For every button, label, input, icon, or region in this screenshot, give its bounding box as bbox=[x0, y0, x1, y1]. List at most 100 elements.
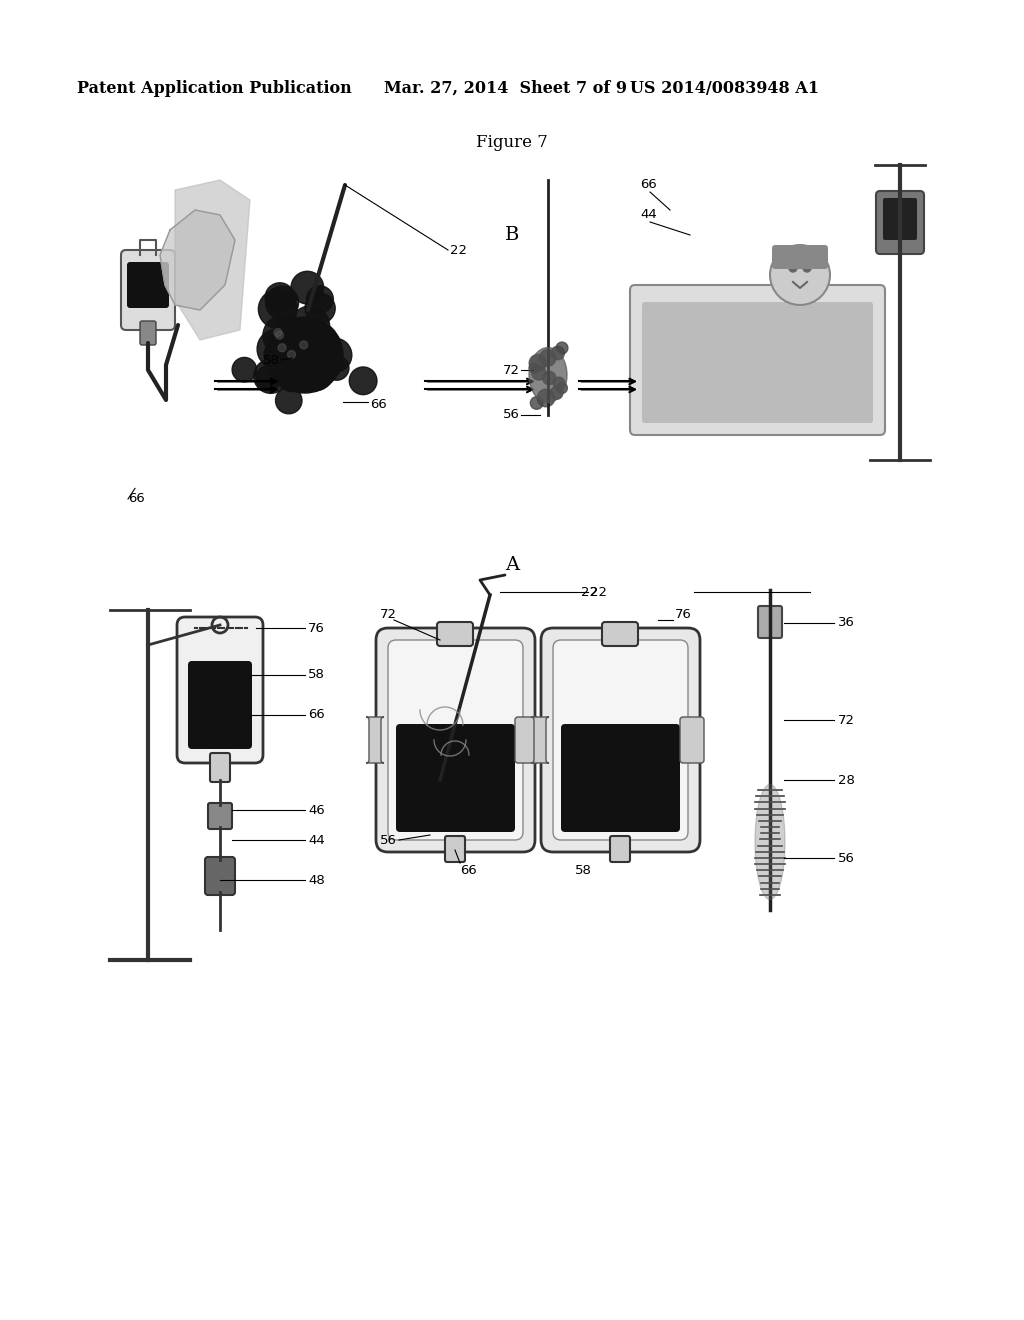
Circle shape bbox=[275, 351, 299, 375]
Text: 56: 56 bbox=[380, 833, 397, 846]
Circle shape bbox=[553, 378, 565, 389]
Circle shape bbox=[275, 315, 303, 343]
Ellipse shape bbox=[529, 347, 567, 403]
Circle shape bbox=[273, 329, 282, 337]
Circle shape bbox=[529, 363, 539, 374]
FancyBboxPatch shape bbox=[772, 246, 828, 269]
FancyBboxPatch shape bbox=[680, 717, 705, 763]
Text: 66: 66 bbox=[370, 399, 387, 412]
Text: 36: 36 bbox=[838, 616, 855, 630]
Circle shape bbox=[296, 352, 334, 391]
FancyBboxPatch shape bbox=[177, 616, 263, 763]
Text: A: A bbox=[505, 556, 519, 574]
Text: 44: 44 bbox=[640, 209, 656, 222]
FancyBboxPatch shape bbox=[127, 261, 169, 308]
Circle shape bbox=[278, 362, 306, 392]
Circle shape bbox=[770, 246, 830, 305]
Circle shape bbox=[543, 371, 556, 384]
Circle shape bbox=[272, 330, 308, 367]
Text: B: B bbox=[505, 226, 519, 244]
Circle shape bbox=[271, 346, 305, 380]
Circle shape bbox=[281, 339, 313, 372]
Text: 22: 22 bbox=[590, 586, 607, 598]
Circle shape bbox=[790, 264, 797, 272]
FancyBboxPatch shape bbox=[758, 606, 782, 638]
Circle shape bbox=[551, 346, 564, 360]
Text: Patent Application Publication: Patent Application Publication bbox=[77, 81, 351, 96]
FancyBboxPatch shape bbox=[210, 752, 230, 781]
FancyBboxPatch shape bbox=[553, 640, 688, 840]
Circle shape bbox=[550, 387, 563, 400]
Text: 58: 58 bbox=[308, 668, 325, 681]
Circle shape bbox=[258, 290, 297, 329]
Circle shape bbox=[300, 341, 308, 348]
Circle shape bbox=[556, 342, 568, 354]
Circle shape bbox=[288, 351, 296, 359]
Text: Figure 7: Figure 7 bbox=[476, 135, 548, 150]
Text: Mar. 27, 2014  Sheet 7 of 9: Mar. 27, 2014 Sheet 7 of 9 bbox=[384, 81, 627, 96]
Circle shape bbox=[275, 331, 284, 339]
Circle shape bbox=[529, 355, 546, 371]
Text: 66: 66 bbox=[640, 178, 656, 191]
FancyBboxPatch shape bbox=[642, 302, 873, 422]
Polygon shape bbox=[175, 180, 250, 341]
Circle shape bbox=[294, 322, 332, 360]
Circle shape bbox=[540, 350, 556, 366]
Text: 46: 46 bbox=[308, 804, 325, 817]
FancyBboxPatch shape bbox=[205, 857, 234, 895]
Circle shape bbox=[265, 286, 299, 319]
FancyBboxPatch shape bbox=[208, 803, 232, 829]
FancyBboxPatch shape bbox=[602, 622, 638, 645]
Ellipse shape bbox=[755, 784, 785, 899]
Circle shape bbox=[531, 366, 546, 380]
Circle shape bbox=[291, 272, 324, 304]
FancyBboxPatch shape bbox=[121, 249, 175, 330]
Circle shape bbox=[556, 383, 567, 393]
Text: 72: 72 bbox=[380, 609, 397, 622]
Text: US 2014/0083948 A1: US 2014/0083948 A1 bbox=[630, 81, 819, 96]
Text: 66: 66 bbox=[460, 863, 477, 876]
Circle shape bbox=[257, 329, 297, 370]
FancyBboxPatch shape bbox=[376, 628, 535, 851]
Text: 56: 56 bbox=[503, 408, 520, 421]
Polygon shape bbox=[160, 210, 234, 310]
Circle shape bbox=[291, 306, 330, 346]
Text: 28: 28 bbox=[838, 774, 855, 787]
Text: 22: 22 bbox=[581, 586, 598, 598]
FancyBboxPatch shape bbox=[541, 628, 700, 851]
Circle shape bbox=[305, 293, 335, 323]
FancyBboxPatch shape bbox=[515, 717, 539, 763]
Text: 22: 22 bbox=[450, 243, 467, 256]
Text: 76: 76 bbox=[675, 609, 692, 622]
FancyBboxPatch shape bbox=[188, 661, 252, 748]
FancyBboxPatch shape bbox=[876, 191, 924, 253]
Text: 66: 66 bbox=[128, 492, 144, 506]
Circle shape bbox=[803, 264, 811, 272]
FancyBboxPatch shape bbox=[610, 836, 630, 862]
FancyBboxPatch shape bbox=[883, 198, 918, 240]
Circle shape bbox=[305, 337, 331, 363]
Circle shape bbox=[267, 317, 343, 393]
Circle shape bbox=[256, 366, 282, 391]
Circle shape bbox=[275, 387, 302, 413]
FancyBboxPatch shape bbox=[561, 723, 680, 832]
Circle shape bbox=[349, 367, 377, 395]
Circle shape bbox=[318, 338, 352, 372]
FancyBboxPatch shape bbox=[140, 321, 156, 345]
FancyBboxPatch shape bbox=[531, 717, 549, 763]
Circle shape bbox=[538, 389, 555, 407]
Text: 44: 44 bbox=[308, 833, 325, 846]
Circle shape bbox=[232, 358, 257, 381]
Circle shape bbox=[530, 397, 543, 409]
Circle shape bbox=[275, 360, 302, 387]
Circle shape bbox=[265, 282, 295, 313]
Circle shape bbox=[279, 343, 286, 351]
Text: 72: 72 bbox=[503, 363, 520, 376]
FancyBboxPatch shape bbox=[366, 717, 384, 763]
FancyBboxPatch shape bbox=[388, 640, 523, 840]
Circle shape bbox=[325, 356, 349, 380]
Text: 48: 48 bbox=[308, 874, 325, 887]
FancyBboxPatch shape bbox=[445, 836, 465, 862]
Circle shape bbox=[264, 341, 291, 368]
Text: 56: 56 bbox=[838, 851, 855, 865]
